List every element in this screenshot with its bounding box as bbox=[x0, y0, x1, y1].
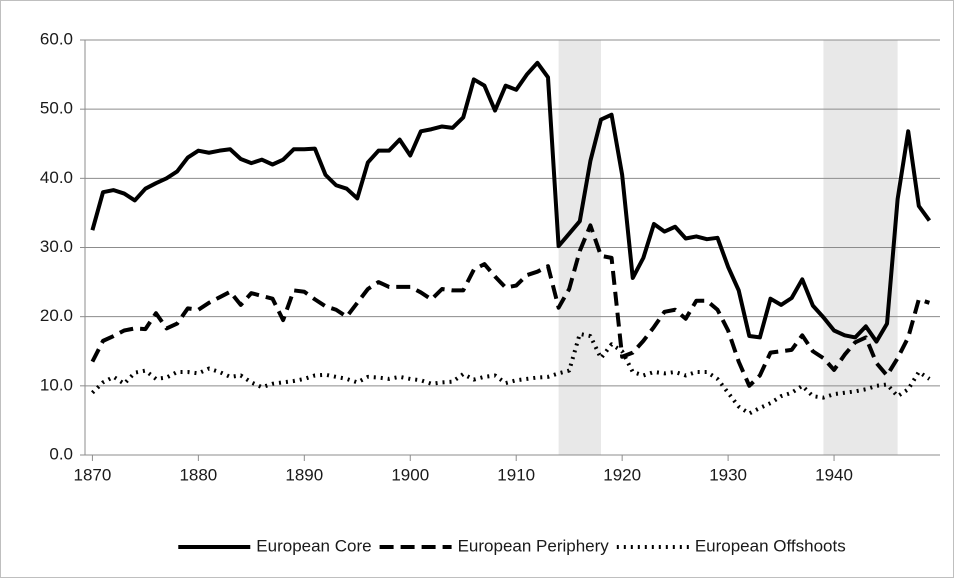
x-tick-label: 1890 bbox=[285, 465, 323, 484]
y-tick-label: 60.0 bbox=[40, 29, 73, 48]
legend-label: European Periphery bbox=[458, 536, 610, 555]
y-tick-label: 0.0 bbox=[49, 444, 73, 463]
x-tick-label: 1870 bbox=[74, 465, 112, 484]
y-tick-label: 10.0 bbox=[40, 375, 73, 394]
y-tick-label: 50.0 bbox=[40, 99, 73, 118]
y-tick-label: 40.0 bbox=[40, 168, 73, 187]
y-tick-label: 30.0 bbox=[40, 237, 73, 256]
y-tick-label: 20.0 bbox=[40, 306, 73, 325]
series-line bbox=[90, 223, 931, 388]
series-line bbox=[90, 60, 932, 344]
x-tick-label: 1940 bbox=[815, 465, 853, 484]
x-tick-label: 1900 bbox=[391, 465, 429, 484]
x-tick-label: 1880 bbox=[179, 465, 217, 484]
legend-label: European Offshoots bbox=[695, 536, 846, 555]
legend-label: European Core bbox=[256, 536, 371, 555]
x-tick-label: 1930 bbox=[709, 465, 747, 484]
x-tick-label: 1910 bbox=[497, 465, 535, 484]
x-tick-label: 1920 bbox=[603, 465, 641, 484]
